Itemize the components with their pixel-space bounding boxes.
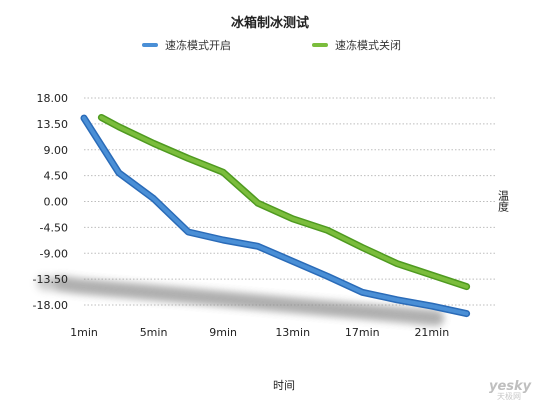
x-tick-label: 13min (275, 326, 310, 339)
y-tick-label: -4.50 (40, 221, 68, 234)
y-axis-ticks: 18.00 13.50 9.00 4.50 0.00 -4.50 -9.00 -13.50 -1… (33, 92, 68, 312)
series-line-base (80, 114, 471, 318)
legend: 速冻模式开启 速冻模式关闭 (142, 38, 401, 52)
legend-label: 速冻模式关闭 (335, 38, 401, 52)
x-tick-label: 9min (209, 326, 237, 339)
x-tick-label: 21min (414, 326, 449, 339)
series-line (82, 116, 469, 316)
series-shadows (37, 276, 444, 325)
series-line (99, 115, 469, 289)
x-tick-label: 1min (70, 326, 98, 339)
x-tick-label: 5min (140, 326, 168, 339)
watermark-sub: 天极网 (497, 391, 521, 401)
y-tick-label: 18.00 (37, 92, 69, 105)
series-group (80, 114, 471, 318)
y-axis-label: 温度 (497, 190, 510, 213)
watermark-brand: yesky (489, 379, 532, 394)
y-tick-label: 4.50 (44, 170, 69, 183)
x-tick-label: 17min (345, 326, 380, 339)
series-shadow (54, 276, 444, 325)
x-axis-label: 时间 (273, 379, 295, 392)
y-tick-label: -9.00 (40, 247, 68, 260)
y-tick-label: -18.00 (33, 299, 68, 312)
legend-label: 速冻模式开启 (165, 38, 231, 52)
chart-title: 冰箱制冰测试 (231, 15, 309, 31)
y-tick-label: -13.50 (33, 273, 68, 286)
y-tick-label: 0.00 (44, 196, 69, 209)
x-axis-ticks: 1min 5min 9min 13min 17min 21min (70, 326, 449, 339)
y-tick-label: 9.00 (44, 144, 69, 157)
y-tick-label: 13.50 (37, 118, 69, 131)
